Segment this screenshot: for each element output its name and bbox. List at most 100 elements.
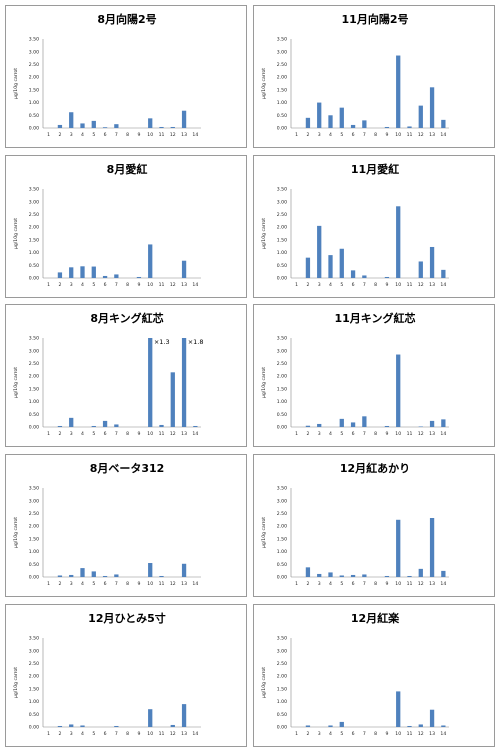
x-tick-label: 3 <box>70 731 73 737</box>
y-tick-label: 1.00 <box>277 100 287 106</box>
y-tick-label: 0.00 <box>29 276 39 282</box>
x-tick-label: 8 <box>126 431 129 437</box>
x-tick-label: 8 <box>126 731 129 737</box>
y-tick-label: 2.50 <box>29 212 39 218</box>
bar <box>170 724 175 727</box>
x-tick-label: 3 <box>318 132 321 138</box>
x-tick-label: 6 <box>104 132 107 138</box>
y-tick-label: 2.50 <box>29 62 39 68</box>
chart-title: 8月愛紅 <box>107 162 148 176</box>
x-tick-label: 14 <box>440 132 446 138</box>
bar <box>181 563 187 577</box>
x-tick-label: 14 <box>192 731 198 737</box>
x-tick-label: 7 <box>363 731 366 737</box>
bar <box>328 572 333 577</box>
x-tick-label: 2 <box>58 431 61 437</box>
chart-panel: 12月紅楽 μg/10g carrot 0.00 0.50 1.00 1.50 2.00 2.… <box>253 604 495 747</box>
x-tick-label: 10 <box>147 132 153 138</box>
bar <box>114 725 119 727</box>
x-tick-label: 4 <box>329 431 332 437</box>
bar <box>350 124 356 128</box>
x-tick-label: 9 <box>137 581 140 587</box>
bar <box>429 87 435 128</box>
bar <box>418 105 423 128</box>
x-tick-label: 12 <box>170 282 176 288</box>
x-tick-label: 14 <box>192 132 198 138</box>
y-tick-label: 3.00 <box>277 498 287 504</box>
y-tick-label: 3.50 <box>29 486 39 492</box>
x-tick-label: 1 <box>47 282 50 288</box>
bar <box>159 575 164 577</box>
chart-panel: 8月キング紅芯 μg/10g carrot 0.00 0.50 1.00 1.50 2.00… <box>5 304 247 447</box>
x-tick-label: 14 <box>440 431 446 437</box>
y-tick-label: 2.00 <box>29 374 39 380</box>
bar <box>69 724 74 727</box>
y-tick-label: 2.00 <box>277 374 287 380</box>
y-tick-label: 0.50 <box>277 263 287 269</box>
bar-chart: 11月愛紅 μg/10g carrot 0.00 0.50 1.00 1.50 2.00 2.… <box>261 162 449 288</box>
y-tick-label: 2.00 <box>29 524 39 530</box>
x-tick-label: 11 <box>407 132 413 138</box>
y-tick-label: 0.50 <box>29 712 39 718</box>
x-tick-label: 13 <box>429 581 435 587</box>
x-tick-label: 12 <box>418 581 424 587</box>
chart-title: 12月紅あかり <box>340 461 410 475</box>
y-tick-label: 2.50 <box>29 661 39 667</box>
bar <box>57 425 63 427</box>
bar <box>317 423 322 427</box>
x-tick-label: 10 <box>147 431 153 437</box>
bar <box>305 567 311 577</box>
bar <box>181 338 187 427</box>
y-tick-label: 3.50 <box>277 187 287 193</box>
x-tick-label: 11 <box>407 581 413 587</box>
bar <box>418 261 423 278</box>
x-tick-label: 1 <box>295 431 298 437</box>
y-tick-label: 0.00 <box>29 425 39 431</box>
y-tick-label: 2.50 <box>29 511 39 517</box>
bar <box>328 255 333 278</box>
bar <box>384 425 390 427</box>
x-tick-label: 8 <box>374 132 377 138</box>
chart-title: 8月キング紅芯 <box>90 311 163 325</box>
bar <box>317 102 322 128</box>
bar <box>80 568 85 577</box>
x-tick-label: 12 <box>418 132 424 138</box>
bar-chart: 11月キング紅芯 μg/10g carrot 0.00 0.50 1.00 1.50 2.0… <box>261 311 449 437</box>
chart-panel: 12月紅あかり μg/10g carrot 0.00 0.50 1.00 1.50 2.00… <box>253 454 495 597</box>
y-tick-label: 1.00 <box>29 549 39 555</box>
chart-panel: 8月ベータ312 μg/10g carrot 0.00 0.50 1.00 1.50 2.0… <box>5 454 247 597</box>
bar <box>396 519 401 577</box>
y-tick-label: 0.50 <box>277 562 287 568</box>
bar-chart: 11月向陽2号 μg/10g carrot 0.00 0.50 1.00 1.50 2.00… <box>261 12 449 138</box>
bar <box>80 123 85 128</box>
x-tick-label: 14 <box>192 581 198 587</box>
y-tick-label: 3.50 <box>277 336 287 342</box>
y-tick-label: 2.00 <box>29 674 39 680</box>
x-tick-label: 13 <box>181 431 187 437</box>
x-tick-label: 3 <box>318 731 321 737</box>
y-tick-label: 3.50 <box>277 486 287 492</box>
bar <box>317 573 322 577</box>
y-tick-label: 2.00 <box>29 75 39 81</box>
x-tick-label: 13 <box>181 581 187 587</box>
x-tick-label: 9 <box>385 282 388 288</box>
x-tick-label: 10 <box>395 731 401 737</box>
bar <box>170 372 175 427</box>
x-tick-label: 5 <box>92 581 95 587</box>
x-tick-label: 1 <box>47 731 50 737</box>
y-tick-label: 1.50 <box>29 237 39 243</box>
x-tick-label: 5 <box>92 282 95 288</box>
x-tick-label: 4 <box>81 132 84 138</box>
bar-annotation: ×1.3 <box>154 338 170 346</box>
chart-title: 11月向陽2号 <box>342 12 409 26</box>
x-tick-label: 5 <box>92 132 95 138</box>
y-tick-label: 3.50 <box>29 336 39 342</box>
bar <box>114 424 119 427</box>
bar <box>69 267 74 278</box>
bar-chart: 8月ベータ312 μg/10g carrot 0.00 0.50 1.00 1.50 2.0… <box>13 462 201 587</box>
x-tick-label: 12 <box>418 731 424 737</box>
y-tick-label: 3.50 <box>29 187 39 193</box>
bar <box>429 518 435 577</box>
bar-chart: 8月向陽2号 μg/10g carrot 0.00 0.50 1.00 1.50 2.00 2… <box>13 12 201 138</box>
y-tick-label: 2.50 <box>277 62 287 68</box>
